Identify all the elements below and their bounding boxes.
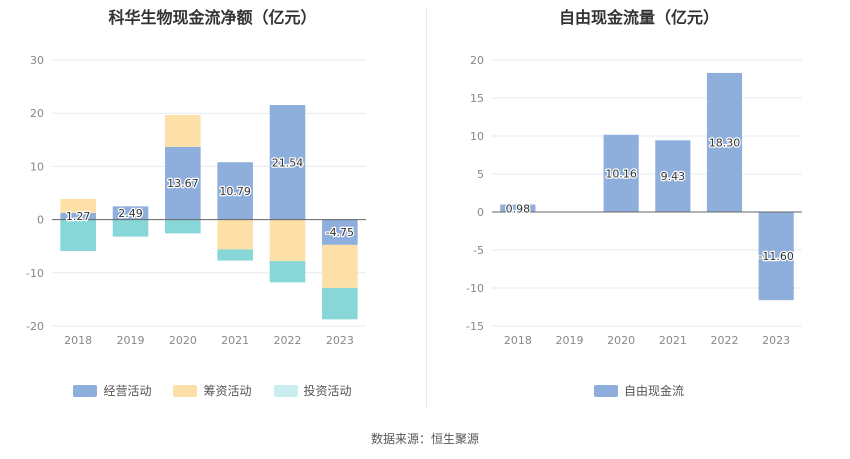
y-tick-label: 15 <box>470 92 484 105</box>
y-tick-label: -10 <box>26 267 44 280</box>
y-tick-label: 5 <box>477 168 484 181</box>
bar-stack-2[interactable] <box>269 261 306 283</box>
y-tick-label: -10 <box>466 282 484 295</box>
bar-stack-2[interactable] <box>112 219 149 237</box>
bar-primary[interactable] <box>322 219 358 245</box>
data-label: 0.98 <box>506 202 530 215</box>
bar-primary[interactable] <box>758 212 794 301</box>
y-tick-label: 20 <box>30 107 44 120</box>
bar-primary[interactable] <box>706 72 743 212</box>
legend-label-financing: 筹资活动 <box>203 384 252 398</box>
y-tick-label: -20 <box>26 320 44 333</box>
bar-stack-1[interactable] <box>322 244 358 288</box>
x-tick-label: 2020 <box>169 334 197 347</box>
bar-stack-1[interactable] <box>217 219 253 250</box>
data-label: 10.79 <box>219 185 251 198</box>
x-tick-label: 2023 <box>762 334 790 347</box>
panel-divider <box>426 8 427 408</box>
x-tick-label: 2018 <box>504 334 532 347</box>
x-tick-label: 2019 <box>556 334 584 347</box>
bar-stack-2[interactable] <box>217 249 253 261</box>
bar-stack-2[interactable] <box>60 219 96 251</box>
left-chart-svg: 30 20 10 0 -10 -20 2018 2019 2020 2021 2022 2023 1.2… <box>26 54 366 347</box>
data-label: 18.30 <box>709 136 741 149</box>
left-chart-legend: 经营活动 筹资活动 投资活动 <box>0 382 425 399</box>
data-label: 1.27 <box>66 210 91 223</box>
x-tick-label: 2018 <box>64 334 92 347</box>
bar-stack-2[interactable] <box>322 287 358 320</box>
bar-stack-1[interactable] <box>269 219 306 262</box>
legend-label-free-cash-flow: 自由现金流 <box>623 384 684 398</box>
data-label: 9.43 <box>661 170 686 183</box>
x-tick-label: 2021 <box>659 334 687 347</box>
data-label: 2.49 <box>118 207 143 220</box>
legend-label-operating: 经营活动 <box>103 384 152 398</box>
x-tick-label: 2020 <box>607 334 635 347</box>
bar-primary[interactable] <box>112 206 149 220</box>
data-label: -4.75 <box>326 226 354 239</box>
bar-primary[interactable] <box>603 134 639 212</box>
y-tick-label: -15 <box>466 320 484 333</box>
bar-primary[interactable] <box>655 140 691 212</box>
legend-item-operating[interactable]: 经营活动 <box>73 382 151 399</box>
bar-primary[interactable] <box>60 212 96 220</box>
right-chart-title: 自由现金流量（亿元） <box>558 8 719 27</box>
legend-swatch-investing <box>273 384 298 397</box>
legend-swatch-free-cash-flow <box>593 384 618 397</box>
x-tick-label: 2019 <box>117 334 145 347</box>
y-tick-label: 10 <box>470 130 484 143</box>
x-tick-label: 2022 <box>711 334 739 347</box>
x-tick-label: 2021 <box>221 334 249 347</box>
bar-primary[interactable] <box>500 204 536 212</box>
bar-primary[interactable] <box>165 146 201 220</box>
y-tick-label: -5 <box>473 244 484 257</box>
right-chart-panel: 自由现金流量（亿元） 20 15 10 5 0 -5 -10 -15 2018 2019 2020 2… <box>428 0 850 420</box>
y-tick-label: 30 <box>30 54 44 67</box>
data-label: -11.60 <box>758 250 793 263</box>
bar-stack-1[interactable] <box>60 199 96 213</box>
legend-swatch-operating <box>73 384 98 397</box>
legend-item-investing[interactable]: 投资活动 <box>273 382 352 399</box>
legend-label-investing: 投资活动 <box>303 384 352 398</box>
right-chart-legend: 自由现金流 <box>428 382 850 399</box>
legend-item-financing[interactable]: 筹资活动 <box>173 382 252 399</box>
y-tick-label: 0 <box>477 206 484 219</box>
y-tick-label: 10 <box>30 160 44 173</box>
data-source-note: 数据来源：恒生聚源 <box>370 432 479 446</box>
bar-primary[interactable] <box>217 162 253 220</box>
legend-item-free-cash-flow[interactable]: 自由现金流 <box>593 382 684 399</box>
bar-stack-1[interactable] <box>165 114 201 147</box>
data-label: 10.16 <box>605 167 637 180</box>
right-chart-svg: 20 15 10 5 0 -5 -10 -15 2018 2019 2020 2021 2022 2023… <box>466 54 802 347</box>
y-tick-label: 20 <box>470 54 484 67</box>
x-tick-label: 2023 <box>326 334 354 347</box>
data-label: 21.54 <box>272 156 304 169</box>
y-tick-label: 0 <box>37 214 44 227</box>
left-chart-panel: 科华生物现金流净额（亿元） 30 20 10 0 -10 -20 2018 2019 2020 2… <box>0 0 425 420</box>
x-tick-label: 2022 <box>274 334 302 347</box>
bar-primary[interactable] <box>269 105 306 220</box>
bar-stack-2[interactable] <box>165 219 201 234</box>
left-chart-title: 科华生物现金流净额（亿元） <box>108 8 317 27</box>
data-label: 13.67 <box>167 177 199 190</box>
legend-swatch-financing <box>173 384 198 397</box>
